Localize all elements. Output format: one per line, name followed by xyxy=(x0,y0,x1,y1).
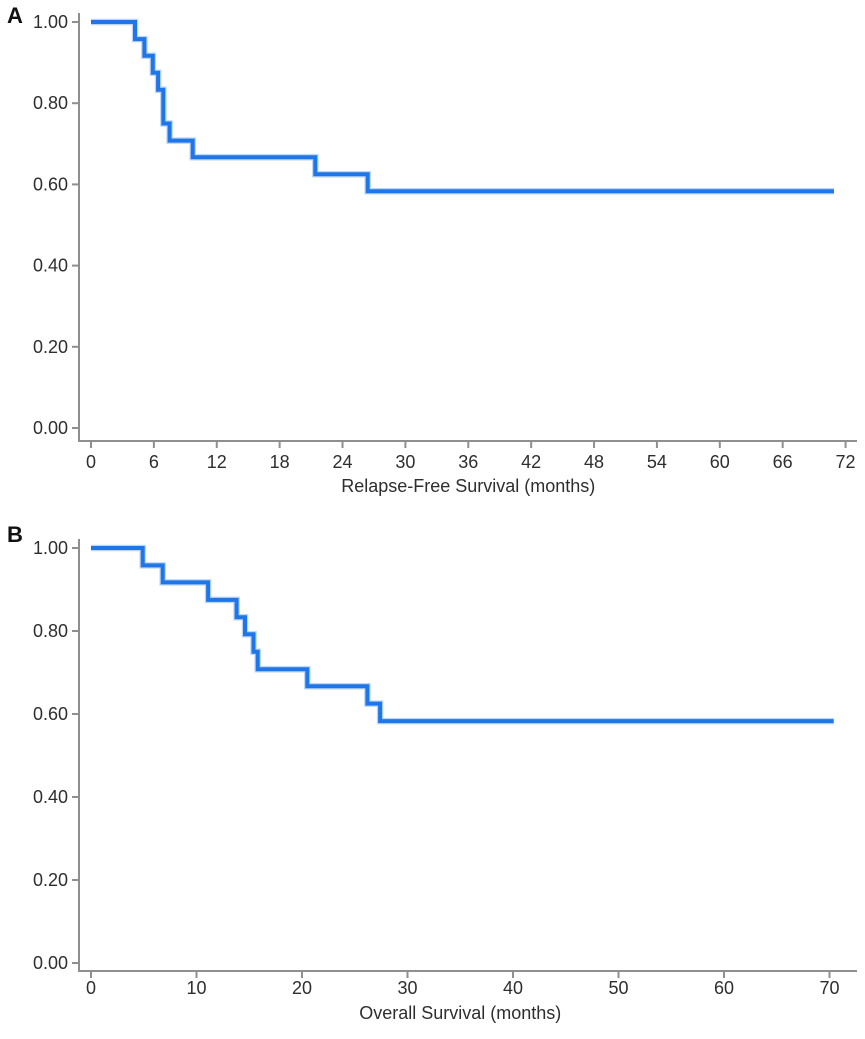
km-curve-halo xyxy=(91,18,834,195)
y-tick-label: 0.40 xyxy=(33,787,68,807)
panel-a-label: A xyxy=(7,3,23,28)
y-tick-label: 0.20 xyxy=(33,870,68,890)
x-tick-label: 72 xyxy=(836,452,856,472)
x-tick-label: 40 xyxy=(503,978,523,998)
y-tick-label: 0.60 xyxy=(33,174,68,194)
x-tick-label: 70 xyxy=(819,978,839,998)
x-tick-label: 50 xyxy=(608,978,628,998)
x-tick-label: 36 xyxy=(458,452,478,472)
x-tick-label: 30 xyxy=(397,978,417,998)
x-tick-label: 54 xyxy=(647,452,667,472)
y-tick-label: 0.60 xyxy=(33,704,68,724)
x-tick-label: 20 xyxy=(292,978,312,998)
km-curve xyxy=(91,20,834,194)
x-axis-title: Relapse-Free Survival (months) xyxy=(341,476,595,496)
km-chart-overall-survival: 1.00 0.80 0.60 0.40 0.20 0.00 0 10 20 30 40 50 60 70 O… xyxy=(33,538,857,1023)
km-curve-halo xyxy=(91,544,834,725)
x-tick-label: 66 xyxy=(773,452,793,472)
x-tick-label: 0 xyxy=(86,452,96,472)
panel-a: A 1.00 0.80 0.60 0.40 0.20 0.00 0 6 12 18 24 30 36 42… xyxy=(0,0,865,519)
panel-b: B 1.00 0.80 0.60 0.40 0.20 0.00 0 10 20 30 40 50 60 7… xyxy=(0,519,865,1039)
y-tick-label: 0.40 xyxy=(33,256,68,276)
y-tick-label: 0.80 xyxy=(33,621,68,641)
x-tick-label: 42 xyxy=(521,452,541,472)
y-tick-label: 0.00 xyxy=(33,418,68,438)
y-tick-label: 0.20 xyxy=(33,337,68,357)
x-tick-label: 6 xyxy=(149,452,159,472)
x-tick-label: 0 xyxy=(86,978,96,998)
x-tick-label: 12 xyxy=(207,452,227,472)
x-tick-label: 60 xyxy=(710,452,730,472)
x-tick-label: 24 xyxy=(333,452,353,472)
x-tick-label: 60 xyxy=(714,978,734,998)
y-tick-label: 0.80 xyxy=(33,93,68,113)
x-tick-label: 18 xyxy=(270,452,290,472)
y-tick-label: 1.00 xyxy=(33,12,68,32)
y-tick-label: 1.00 xyxy=(33,538,68,558)
x-tick-label: 48 xyxy=(584,452,604,472)
x-tick-label: 10 xyxy=(186,978,206,998)
x-axis-title: Overall Survival (months) xyxy=(359,1003,561,1023)
y-tick-label: 0.00 xyxy=(33,953,68,973)
x-tick-label: 30 xyxy=(395,452,415,472)
km-curve xyxy=(91,546,834,724)
km-chart-relapse-free-survival: 1.00 0.80 0.60 0.40 0.20 0.00 0 6 12 18 24 30 36 42 48… xyxy=(33,12,857,496)
panel-b-label: B xyxy=(7,522,23,547)
